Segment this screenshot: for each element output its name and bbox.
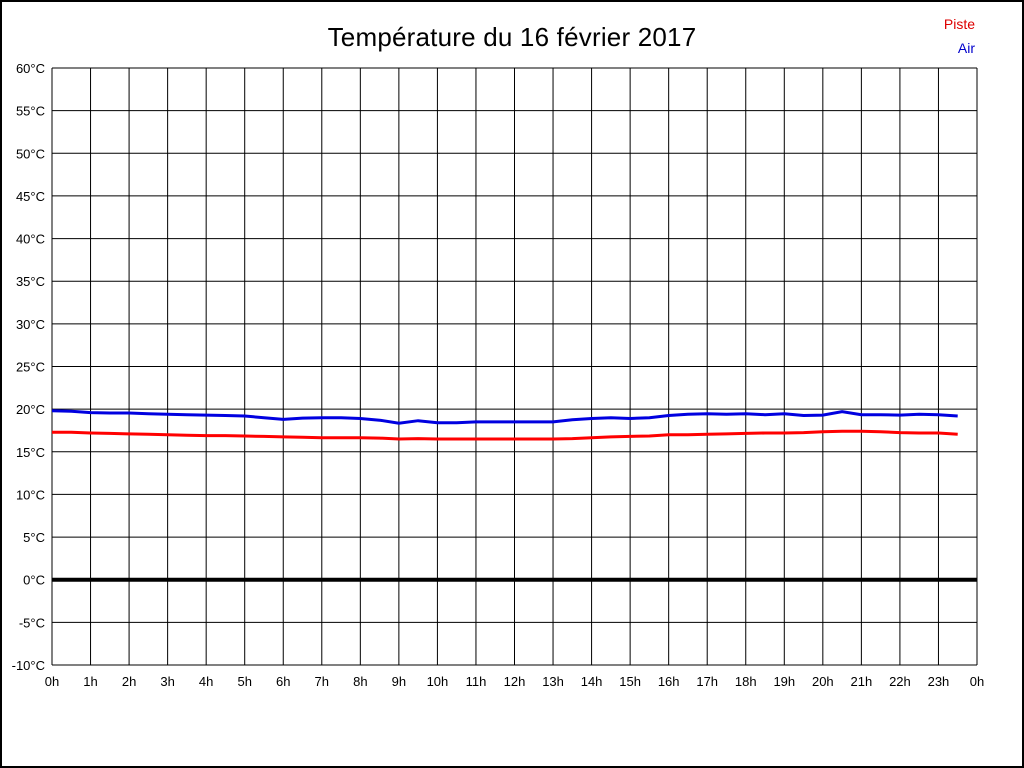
x-axis-tick-label: 9h (392, 674, 406, 689)
x-axis-tick-label: 22h (889, 674, 911, 689)
x-axis-tick-label: 12h (504, 674, 526, 689)
y-axis-tick-label: 5°C (23, 530, 45, 545)
y-axis-tick-label: 10°C (16, 487, 45, 502)
x-axis-tick-label: 16h (658, 674, 680, 689)
y-axis-tick-label: 50°C (16, 146, 45, 161)
x-axis-tick-label: 6h (276, 674, 290, 689)
y-axis-tick-label: 55°C (16, 104, 45, 119)
x-axis-tick-label: 0h (970, 674, 984, 689)
x-axis-tick-label: 1h (83, 674, 97, 689)
x-axis-tick-label: 7h (315, 674, 329, 689)
y-axis-tick-label: 20°C (16, 402, 45, 417)
x-axis-tick-label: 4h (199, 674, 213, 689)
y-axis-tick-label: 45°C (16, 189, 45, 204)
y-axis-tick-label: 15°C (16, 445, 45, 460)
x-axis-tick-label: 17h (696, 674, 718, 689)
x-axis-tick-label: 13h (542, 674, 564, 689)
x-axis-tick-label: 11h (466, 674, 487, 689)
y-axis-tick-label: 40°C (16, 232, 45, 247)
y-axis-tick-label: 25°C (16, 360, 45, 375)
legend-item-piste: Piste (943, 16, 975, 32)
y-axis-tick-label: -5°C (19, 615, 45, 630)
x-axis-tick-label: 5h (237, 674, 251, 689)
x-axis-tick-label: 0h (45, 674, 59, 689)
x-axis-tick-label: 15h (619, 674, 641, 689)
y-axis-tick-label: 30°C (16, 317, 45, 332)
x-axis-tick-label: 10h (427, 674, 449, 689)
y-axis-tick-label: 35°C (16, 274, 45, 289)
x-axis-tick-label: 20h (812, 674, 834, 689)
legend-item-air: Air (957, 40, 975, 56)
chart-legend: Piste Air (944, 12, 975, 60)
chart-title: Température du 16 février 2017 (327, 22, 697, 52)
x-axis-tick-label: 21h (851, 674, 873, 689)
x-axis-tick-label: 23h (928, 674, 950, 689)
y-axis-tick-label: -10°C (12, 658, 45, 673)
y-axis-tick-label: 60°C (16, 61, 45, 76)
x-axis-tick-label: 18h (735, 674, 757, 689)
x-axis-tick-label: 3h (160, 674, 174, 689)
x-axis-tick-label: 14h (581, 674, 603, 689)
x-axis-tick-label: 19h (773, 674, 795, 689)
piste-line (52, 429, 958, 441)
x-axis-tick-label: 2h (122, 674, 136, 689)
x-axis-tick-label: 8h (353, 674, 367, 689)
air-line (51, 409, 958, 425)
y-axis-tick-label: 0°C (23, 573, 45, 588)
